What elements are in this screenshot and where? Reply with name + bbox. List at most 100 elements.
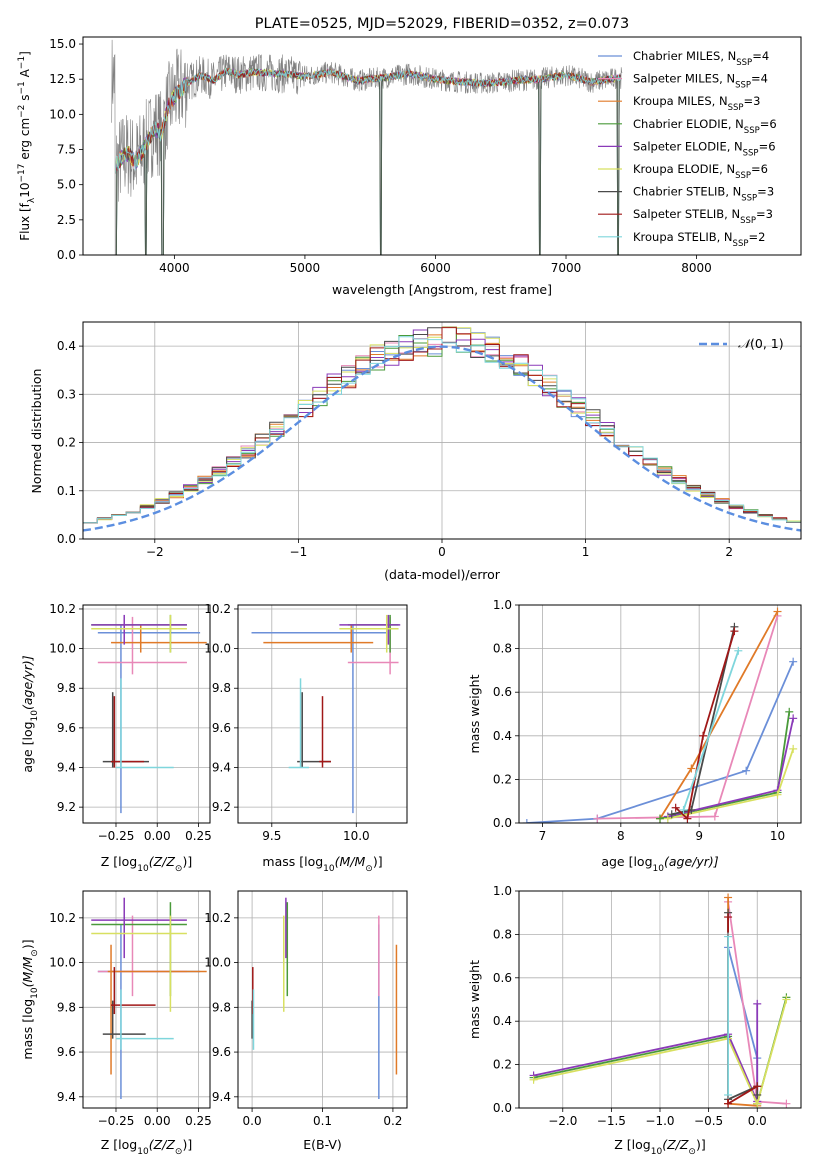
y-axis-label-part: A	[18, 68, 32, 81]
legend-nssp-eq: =	[751, 162, 761, 176]
y-axis-label: mass weight	[467, 674, 482, 753]
y-axis-label-part: ⊙	[30, 949, 40, 957]
legend-nssp-sub: SSP	[733, 239, 749, 249]
legend-nssp-value: 3	[766, 207, 773, 221]
legend-model: Salpeter ELODIE	[633, 139, 727, 153]
x-tick-label: 10.0	[343, 829, 370, 843]
y-axis-label-part: mass [log	[20, 999, 35, 1060]
y-tick-label: 9.8	[57, 681, 76, 695]
legend-nssp-prefix: , N	[725, 185, 741, 199]
x-axis-label-part: )]	[696, 1137, 706, 1152]
model-line-chabrier-miles	[115, 67, 622, 255]
y-axis-label-part: ]	[18, 51, 32, 56]
x-tick-label: 9	[695, 829, 703, 843]
legend-model: Kroupa ELODIE	[633, 162, 719, 176]
legend-nssp-value: 2	[758, 230, 765, 244]
x-axis-label-part: (age/yr)]	[664, 854, 719, 869]
y-tick-label: 0.4	[493, 729, 512, 743]
x-tick-label: 8000	[681, 261, 712, 275]
y-tick-label: 10.2	[49, 911, 76, 925]
x-axis-label: (data-model)/error	[384, 567, 501, 582]
model-line-salpeter-stelib	[115, 67, 622, 174]
x-axis-label-part: ⊙	[175, 864, 183, 874]
legend-nssp-eq: =	[759, 139, 769, 153]
series-line-chabrier-miles	[526, 661, 795, 823]
legend-nssp-eq: =	[756, 207, 766, 221]
x-tick-label: 0.0	[748, 1114, 767, 1128]
y-axis-label-part: 10	[18, 183, 32, 198]
x-axis-label: Z [log10(Z/Z⊙)]	[101, 1137, 192, 1157]
y-tick-label: 10.0	[49, 107, 76, 121]
y-axis-label-part: −17	[17, 164, 27, 183]
legend-entry: Salpeter ELODIE, NSSP=6	[633, 139, 776, 158]
legend-nssp-value: 6	[768, 139, 775, 153]
model-line-kroupa-stelib	[115, 67, 622, 174]
legend-nssp-sub: SSP	[741, 194, 757, 204]
panel-residual_hist: −2 −1 0 1 2 0.0 0.1 0.2 0.3 0.4	[57, 322, 801, 559]
model-line-salpeter-elodie	[115, 68, 622, 174]
legend-model: Kroupa STELIB	[633, 230, 717, 244]
x-axis-label: age [log10(age/yr)]	[601, 854, 718, 874]
legend-entry: Kroupa ELODIE, NSSP=6	[633, 162, 768, 181]
y-tick-label: 0.2	[493, 1058, 512, 1072]
y-tick-label: 0.0	[493, 1101, 512, 1115]
y-axis-label-part: 10	[30, 710, 40, 722]
y-tick-label: 0.0	[57, 248, 76, 262]
histogram-plot	[83, 326, 801, 532]
model-line-salpeter-miles	[115, 68, 622, 174]
x-tick-label: −0.25	[98, 1114, 135, 1128]
panel-age_vs_mass: 9.5 10.0 9.2 9.4 9.6 9.8 10.0 10.2	[204, 602, 407, 843]
panel-spectrum: 4000 5000 6000 7000 8000 0.0 2.5 5.0 7.5 10.0 12.5…	[49, 37, 712, 275]
y-tick-label: 0.8	[493, 927, 512, 941]
x-axis-label-part: )]	[182, 1137, 192, 1152]
legend-nssp-eq: =	[757, 185, 767, 199]
y-tick-label: 9.6	[57, 1045, 76, 1059]
y-tick-label: 0.2	[493, 772, 512, 786]
y-tick-label: 0.6	[493, 685, 512, 699]
y-tick-label: 9.4	[57, 761, 76, 775]
x-axis-label-part: ⊙	[175, 1147, 183, 1157]
series-line-chabrier-miles	[727, 947, 759, 1104]
y-tick-label: 15.0	[49, 37, 76, 51]
legend-nssp-sub: SSP	[735, 171, 751, 181]
legend-entry: Chabrier MILES, NSSP=4	[633, 49, 769, 68]
y-tick-label: 1.0	[493, 884, 512, 898]
x-tick-label: 6000	[420, 261, 451, 275]
chart-title: PLATE=0525, MJD=52029, FIBERID=0352, z=0…	[255, 16, 629, 32]
y-axis-label: age [log10(age/yr)]	[20, 655, 40, 772]
y-tick-label: 10.2	[204, 911, 231, 925]
x-axis-label-part: Z [log	[101, 1137, 137, 1152]
errorbars-age_vs_Z	[91, 614, 207, 814]
y-tick-label: 0.0	[493, 816, 512, 830]
y-axis-label-part: −1	[17, 81, 27, 94]
panel-age_vs_Z: −0.25 0.00 0.25 9.2 9.4 9.6 9.8 10.0 10.2	[49, 602, 212, 843]
legend-nssp-value: 3	[753, 94, 760, 108]
axes-frame	[82, 36, 802, 256]
lines-massweight_vs_age	[522, 607, 798, 823]
x-tick-label: −2.0	[548, 1114, 577, 1128]
x-tick-label: 2	[725, 545, 733, 559]
y-tick-label: 0.2	[57, 436, 76, 450]
y-tick-label: 0.4	[493, 1014, 512, 1028]
y-axis-label-part: s	[18, 95, 32, 105]
x-tick-label: 0.00	[144, 1114, 171, 1128]
x-axis-label-part: (Z/Z	[662, 1137, 689, 1152]
x-tick-label: −1	[290, 545, 308, 559]
legend-entry: Salpeter STELIB, NSSP=3	[633, 207, 773, 226]
y-axis-label-part: −2	[17, 105, 27, 118]
legend-nssp-sub: SSP	[744, 126, 760, 136]
legend-nssp-eq: =	[760, 117, 770, 131]
histogram-kroupa-stelib	[83, 336, 801, 524]
legend-nssp-eq: =	[751, 72, 761, 86]
observed-spectrum-line	[111, 39, 623, 255]
normal-curve	[83, 345, 801, 532]
y-tick-label: 0.6	[493, 971, 512, 985]
x-tick-label: 0.25	[185, 829, 212, 843]
series-line-kroupa-stelib	[682, 650, 740, 811]
x-tick-label: 0.1	[313, 1114, 332, 1128]
y-tick-label: 10.2	[204, 602, 231, 616]
y-axis-label: mass [log10(M/M⊙)]	[20, 939, 40, 1059]
x-axis-label-part: )]	[373, 854, 383, 869]
panel-massweight_vs_age: 7 8 9 10 0.0 0.2 0.4 0.6 0.8 1.0	[493, 598, 801, 843]
